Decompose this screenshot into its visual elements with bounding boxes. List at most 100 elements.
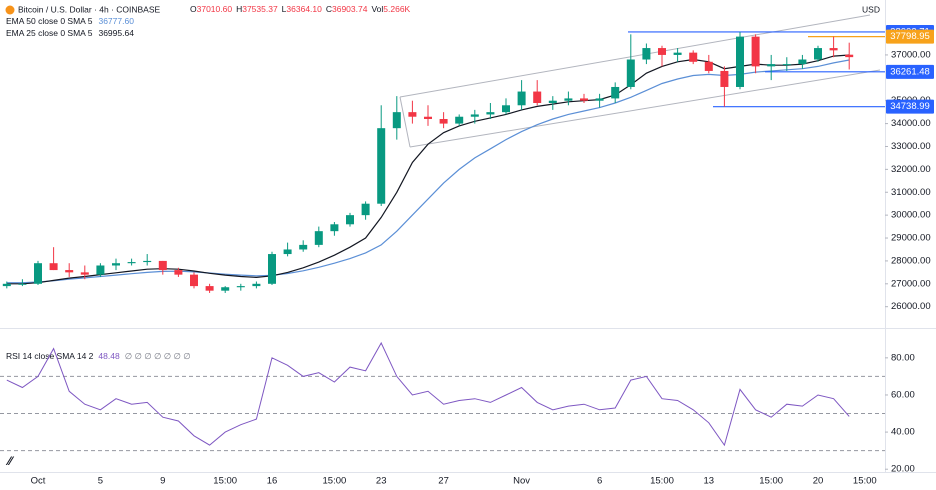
- candle-body: [377, 128, 386, 204]
- rsi-extra: ∅ ∅ ∅ ∅ ∅ ∅ ∅: [125, 351, 192, 361]
- ohlc-label: L: [282, 4, 287, 14]
- candle-body: [533, 91, 542, 103]
- candle-body: [595, 98, 604, 101]
- candle-body: [455, 116, 464, 124]
- rsi-y-tick-label: 80.00: [891, 352, 915, 363]
- candle-body: [673, 52, 682, 55]
- candle-body: [65, 270, 74, 273]
- ohlc-value: 37010.60: [197, 4, 233, 14]
- channel: [399, 14, 881, 148]
- rsi-y-tick-label: 20.00: [891, 464, 915, 475]
- channel-upper: [399, 14, 871, 98]
- currency: USD: [862, 4, 880, 14]
- candle-body: [205, 286, 214, 291]
- candle-body: [611, 86, 620, 99]
- level-label: 36261.48: [890, 66, 930, 77]
- candle-body: [720, 70, 729, 87]
- indicator-name: EMA 50 close 0 SMA 5: [6, 16, 93, 26]
- ohlc-value: 36364.10: [286, 4, 322, 14]
- level-box: [886, 64, 934, 79]
- y-tick-label: 30000.00: [891, 210, 931, 221]
- symbol-title: Bitcoin / U.S. Dollar · 4h · COINBASE: [18, 4, 161, 14]
- rsi-y-tick-label: 60.00: [891, 389, 915, 400]
- x-tick-label: 6: [597, 476, 602, 487]
- candle-body: [564, 98, 573, 101]
- candle-body: [704, 61, 713, 71]
- x-tick-label: 20: [813, 476, 824, 487]
- rsi-value: 48.48: [98, 351, 120, 361]
- candle-body: [314, 231, 323, 245]
- x-tick-label: 15:00: [853, 476, 877, 487]
- y-tick-label: 27000.00: [891, 278, 931, 289]
- ohlc-legend: O37010.60 H37535.37 L36364.10 C36903.74 Vol5…: [190, 4, 411, 14]
- candle-body: [34, 263, 42, 284]
- candle-body: [782, 64, 791, 66]
- candle-body: [174, 270, 183, 275]
- indicator-value: 36995.64: [98, 28, 134, 38]
- ohlc-label: O: [190, 4, 197, 14]
- x-tick-label: 15:00: [213, 476, 237, 487]
- y-tick-label: 32000.00: [891, 164, 931, 175]
- candle-body: [580, 98, 588, 101]
- candle-body: [658, 48, 666, 55]
- ema-line: [6, 59, 850, 284]
- y-tick-label: 26000.00: [891, 301, 931, 312]
- x-tick-label: 23: [376, 476, 387, 487]
- channel-edge: [399, 96, 411, 148]
- candle-body: [814, 48, 822, 60]
- y-tick-label: 37000.00: [891, 49, 931, 60]
- candle-body: [736, 36, 744, 87]
- y-tick-label: 34000.00: [891, 118, 931, 129]
- candle-body: [236, 286, 245, 288]
- x-tick-label: 9: [160, 476, 165, 487]
- ohlc-value: 37535.37: [242, 4, 278, 14]
- candle-body: [689, 52, 698, 62]
- candle-body: [112, 263, 120, 266]
- candle-body: [127, 262, 136, 264]
- ohlc-label: Vol: [371, 4, 383, 14]
- rsi-legend: RSI 14 close SMA 14 2 48.48 ∅ ∅ ∅ ∅ ∅ ∅ ∅: [6, 351, 191, 361]
- candle-body: [283, 249, 292, 255]
- indicator-name: EMA 25 close 0 SMA 5: [6, 28, 93, 38]
- candle-body: [424, 116, 432, 120]
- candle-body: [143, 260, 152, 263]
- candle-body: [346, 215, 354, 225]
- level-box: [886, 99, 934, 114]
- indicator-legend: EMA 25 close 0 SMA 5 36995.64: [6, 28, 134, 38]
- candle-body: [798, 59, 807, 65]
- ohlc-label: C: [326, 4, 332, 14]
- candle-body: [517, 91, 526, 106]
- candle-body: [626, 59, 635, 87]
- y-tick-label: 29000.00: [891, 233, 931, 244]
- candle-body: [486, 112, 495, 115]
- y-tick-label: 28000.00: [891, 255, 931, 266]
- candle-body: [439, 119, 448, 124]
- x-tick-label: 15:00: [323, 476, 347, 487]
- y-tick-label: 33000.00: [891, 141, 931, 152]
- rsi-line: [6, 341, 850, 447]
- candle-body: [829, 48, 838, 51]
- candle-body: [96, 265, 105, 275]
- level-label: 34738.99: [890, 101, 930, 112]
- level-label: 37798.95: [890, 31, 930, 42]
- candle-body: [268, 254, 276, 284]
- x-tick-label: 13: [704, 476, 715, 487]
- candle-body: [299, 244, 308, 250]
- level-box: [886, 29, 934, 44]
- ohlc-label: H: [236, 4, 242, 14]
- candle-body: [190, 274, 198, 287]
- candle-body: [49, 263, 58, 271]
- candle-body: [80, 272, 89, 275]
- x-tick-label: 15:00: [650, 476, 674, 487]
- symbol-icon: [5, 5, 15, 15]
- candle-body: [548, 100, 557, 103]
- candle-body: [767, 64, 776, 67]
- x-tick-label: 15:00: [759, 476, 783, 487]
- candle-body: [392, 112, 401, 129]
- candle-body: [252, 283, 261, 287]
- candle-body: [18, 283, 27, 285]
- y-tick-label: 31000.00: [891, 187, 931, 198]
- logo: ⁄⁄: [5, 454, 15, 468]
- channel-lower: [409, 69, 881, 148]
